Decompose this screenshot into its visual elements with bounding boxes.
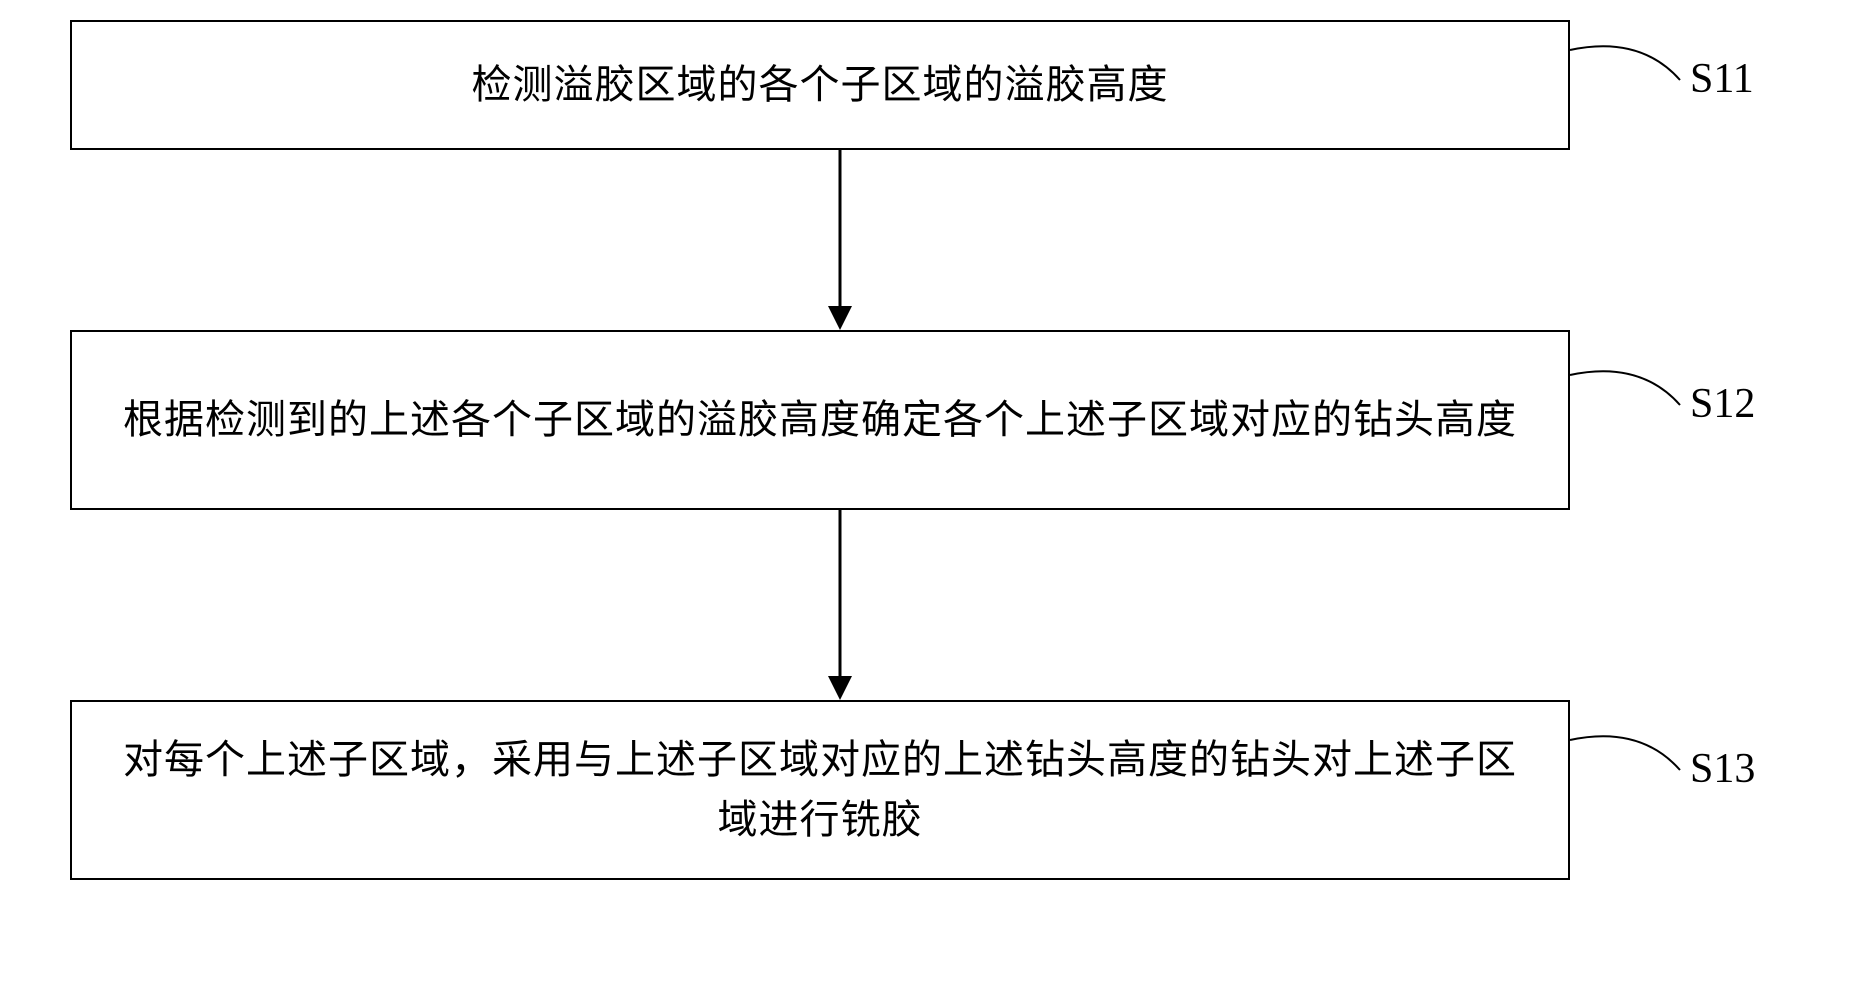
step-label-s11: S11: [1690, 55, 1754, 103]
flowchart-canvas: 检测溢胶区域的各个子区域的溢胶高度 S11 根据检测到的上述各个子区域的溢胶高度…: [0, 0, 1874, 987]
step-text-s13: 对每个上述子区域，采用与上述子区域对应的上述钻头高度的钻头对上述子区域进行铣胶: [112, 730, 1528, 850]
step-label-s13: S13: [1690, 745, 1755, 793]
arrow-s12-s13: [820, 510, 860, 700]
step-box-s12: 根据检测到的上述各个子区域的溢胶高度确定各个上述子区域对应的钻头高度: [70, 330, 1570, 510]
step-text-s11: 检测溢胶区域的各个子区域的溢胶高度: [472, 55, 1169, 115]
step-text-s12: 根据检测到的上述各个子区域的溢胶高度确定各个上述子区域对应的钻头高度: [123, 390, 1517, 450]
step-box-s11: 检测溢胶区域的各个子区域的溢胶高度: [70, 20, 1570, 150]
step-label-s12: S12: [1690, 380, 1755, 428]
arrow-s11-s12: [820, 150, 860, 330]
step-box-s13: 对每个上述子区域，采用与上述子区域对应的上述钻头高度的钻头对上述子区域进行铣胶: [70, 700, 1570, 880]
